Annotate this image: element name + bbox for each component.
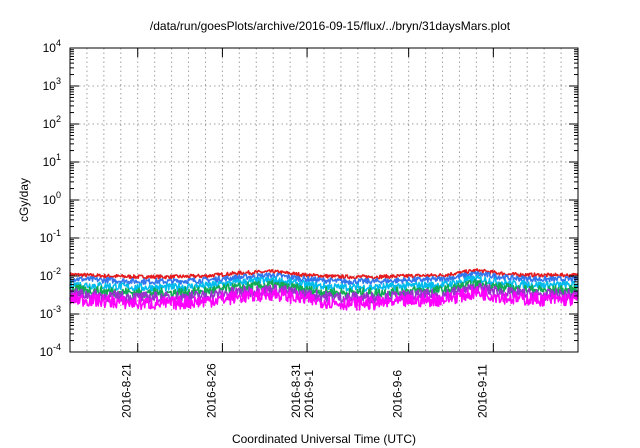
- x-tick-label: 2016-9-6: [391, 370, 405, 418]
- y-tick-label: 10-1: [40, 228, 61, 245]
- y-tick-label: 10-4: [40, 342, 61, 359]
- series-line-1: [69, 267, 579, 280]
- grid: [70, 48, 578, 352]
- ticks: [70, 47, 578, 353]
- chart-title: /data/run/goesPlots/archive/2016-09-15/f…: [150, 19, 511, 33]
- x-tick-label: 2016-8-21: [120, 363, 134, 418]
- series-line-5: [69, 282, 579, 305]
- y-tick-label: 10-2: [40, 266, 61, 283]
- x-tick-label: 2016-8-31: [289, 363, 303, 418]
- data-series: [69, 267, 579, 311]
- y-tick-label: 10-3: [40, 304, 61, 321]
- x-tick-label: 2016-9-11: [475, 364, 489, 418]
- y-tick-label: 102: [43, 114, 61, 131]
- series-line-6: [69, 285, 579, 311]
- x-tick-labels: 2016-8-21 2016-8-26 2016-8-31 2016-9-1 2016-…: [120, 363, 490, 418]
- series-line-2: [69, 270, 579, 286]
- y-tick-labels: 10-4 10-3 10-2 10-1 100 101 102 103 104: [40, 38, 61, 359]
- y-tick-label: 104: [43, 38, 61, 55]
- y-axis-title: cGy/day: [17, 178, 31, 222]
- x-tick-label: 2016-8-26: [204, 363, 218, 418]
- x-tick-label: 2016-9-1: [302, 370, 316, 418]
- y-tick-label: 101: [43, 152, 61, 169]
- y-tick-label: 103: [43, 76, 61, 93]
- x-axis-title: Coordinated Universal Time (UTC): [232, 432, 416, 446]
- y-tick-label: 100: [43, 190, 61, 207]
